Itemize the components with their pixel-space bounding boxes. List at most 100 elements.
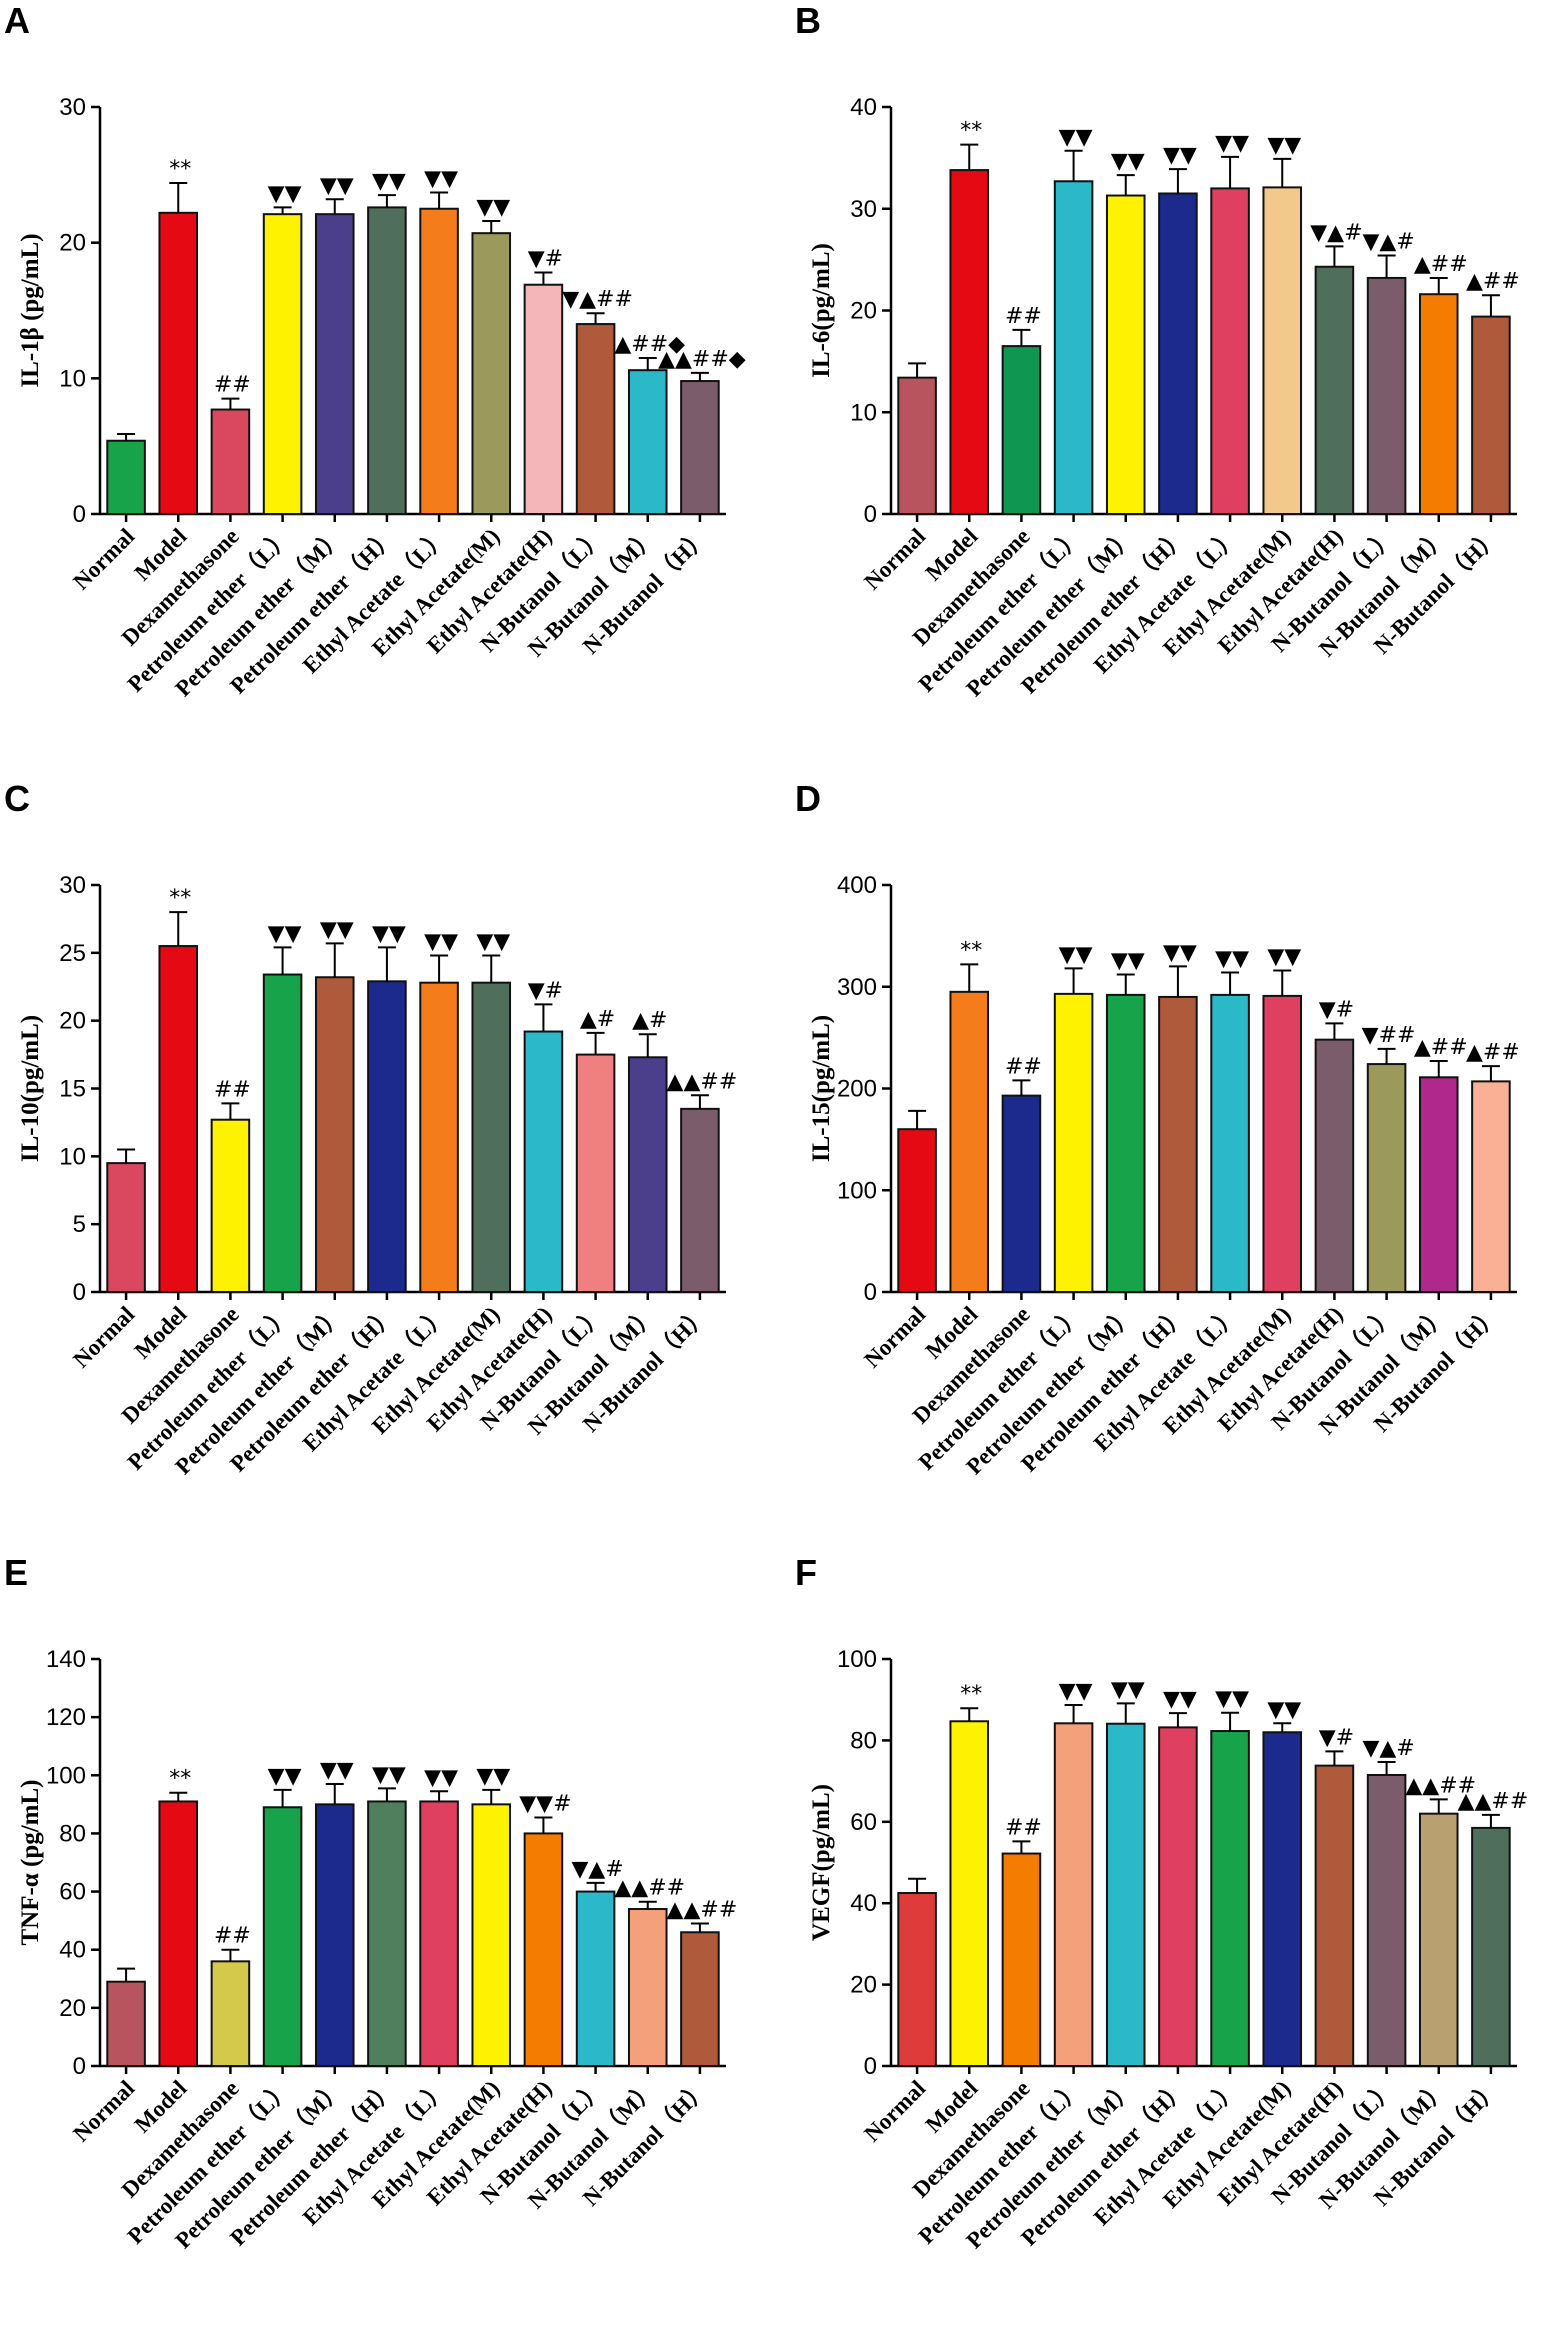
- bar: [1158, 995, 1198, 1294]
- significance-label: ▼▼: [424, 1765, 458, 1790]
- significance-label: ##: [214, 1924, 251, 1949]
- bar: [1053, 1722, 1094, 2067]
- significance-label: ▼▼: [476, 195, 510, 220]
- y-tick-label: 0: [864, 2053, 877, 2080]
- panel-e: E 0 20 40 60 80 100 120 140 TNF-α (pg/mL) Normal *…: [4, 1552, 787, 2327]
- y-axis-label: IL-15(pg/mL): [808, 1015, 835, 1162]
- significance-label: ##: [1005, 1815, 1042, 1840]
- significance-label: ▲▲##: [1458, 1789, 1529, 1814]
- significance-label: ▲▲##: [667, 1898, 738, 1923]
- y-tick-label: 25: [59, 940, 86, 967]
- significance-label: ▲##◆: [614, 332, 685, 357]
- chart-vegf: 020406080100VEGF(pg/mL)Normal**Model##De…: [808, 1646, 1529, 2253]
- y-axis-label: TNF-α (pg/mL): [17, 1779, 44, 1945]
- significance-label: ▼▼: [1163, 1687, 1197, 1712]
- bar: [471, 1803, 512, 2067]
- y-axis-label: VEGF(pg/mL): [808, 1784, 835, 1941]
- bar: [158, 945, 199, 1294]
- significance-label: ▼▼: [1059, 125, 1093, 150]
- bar: [471, 232, 512, 515]
- significance-label: ▼▼#: [519, 1791, 571, 1816]
- y-tick-label: 140: [46, 1646, 86, 1673]
- significance-label: ▼▼: [372, 169, 406, 194]
- y-tick-label: 10: [850, 399, 877, 426]
- bar: [471, 981, 512, 1293]
- x-tick-label: Normal: [68, 524, 139, 595]
- significance-label: ▼▼: [1111, 149, 1145, 174]
- bar: [314, 213, 355, 515]
- bar: [523, 1832, 564, 2067]
- significance-label: ▼▼: [1163, 940, 1197, 965]
- panel-a: A 0 10 20 30 IL-1β (pg/mL) Normal ** Model ## Dex…: [4, 0, 787, 775]
- significance-label: ▼▼: [372, 1762, 406, 1787]
- x-tick-label: Normal: [859, 2076, 930, 2147]
- significance-label: ▼▼: [1111, 1677, 1145, 1702]
- significance-label: ▲▲##: [667, 1069, 738, 1094]
- bar: [1210, 187, 1250, 515]
- bar: [367, 980, 407, 1293]
- y-tick-label: 30: [850, 196, 877, 223]
- y-tick-label: 0: [864, 1279, 877, 1306]
- significance-label: ▼▼: [320, 917, 354, 942]
- bar: [1001, 1094, 1042, 1293]
- significance-label: ▲▲##: [614, 1876, 685, 1901]
- panel-d: D 0 100 200 300 400 IL-15(pg/mL) Normal ** Model…: [795, 778, 1567, 1553]
- y-tick-label: 20: [59, 1995, 86, 2022]
- bar: [1366, 1773, 1407, 2067]
- panel-f: F 0 20 40 60 80 100 VEGF(pg/mL) Normal ** Model ##…: [795, 1552, 1567, 2327]
- bar: [262, 213, 303, 515]
- y-tick-label: 40: [59, 1937, 86, 1964]
- bar: [680, 1107, 720, 1293]
- significance-label: ▼▼: [268, 181, 302, 206]
- significance-label: ▼▲#: [571, 1857, 623, 1882]
- bar: [1105, 194, 1146, 516]
- significance-label: ▲▲##◆: [658, 347, 746, 372]
- y-tick-label: 10: [59, 1143, 86, 1170]
- panel-c: C 0 5 10 15 20 25 30 IL-10(pg/mL) Normal ** Model #…: [4, 778, 787, 1553]
- y-tick-label: 400: [837, 872, 877, 899]
- bar: [1001, 1852, 1042, 2067]
- significance-label: ▼▼: [1215, 1687, 1249, 1712]
- bar: [897, 1128, 937, 1294]
- significance-label: ▼▼: [1267, 1697, 1301, 1722]
- significance-label: ▼▼: [372, 921, 406, 946]
- y-tick-label: 40: [850, 1890, 877, 1917]
- x-tick-label: Normal: [68, 1302, 139, 1373]
- significance-label: ▲##: [1414, 1035, 1468, 1060]
- significance-label: ▼▲##: [562, 287, 633, 312]
- bar: [1418, 1076, 1459, 1293]
- y-tick-label: 20: [59, 230, 86, 257]
- significance-label: ▼▼: [268, 921, 302, 946]
- y-tick-label: 100: [837, 1646, 877, 1673]
- x-tick-label: Normal: [859, 1302, 930, 1373]
- bar: [262, 973, 303, 1293]
- significance-label: ▼▼: [424, 166, 458, 191]
- y-axis-label: IL-10(pg/mL): [17, 1015, 44, 1162]
- y-tick-label: 0: [73, 2053, 86, 2080]
- bar: [158, 211, 199, 515]
- bar: [158, 1800, 199, 2067]
- y-tick-label: 120: [46, 1704, 86, 1731]
- significance-label: ##: [1005, 1054, 1042, 1079]
- y-tick-label: 10: [59, 365, 86, 392]
- significance-label: ▼▼: [1215, 131, 1249, 156]
- bar: [419, 981, 459, 1293]
- panel-letter: F: [795, 1552, 817, 1593]
- significance-label: ▼▼: [1163, 143, 1197, 168]
- bar: [1105, 993, 1146, 1293]
- significance-label: ▼▼: [1267, 133, 1301, 158]
- y-tick-label: 0: [73, 501, 86, 528]
- y-axis-label: IL-6(pg/mL): [808, 243, 835, 378]
- significance-label: ▼#: [1319, 1725, 1354, 1750]
- panel-letter: C: [4, 778, 30, 819]
- bar: [1158, 1726, 1198, 2067]
- chart-il10: 051015202530IL-10(pg/mL)Normal**Model##D…: [17, 872, 738, 1479]
- bar: [949, 169, 990, 516]
- bar: [949, 990, 990, 1293]
- significance-label: **: [169, 157, 191, 182]
- y-tick-label: 5: [73, 1211, 86, 1238]
- bar: [1053, 992, 1094, 1293]
